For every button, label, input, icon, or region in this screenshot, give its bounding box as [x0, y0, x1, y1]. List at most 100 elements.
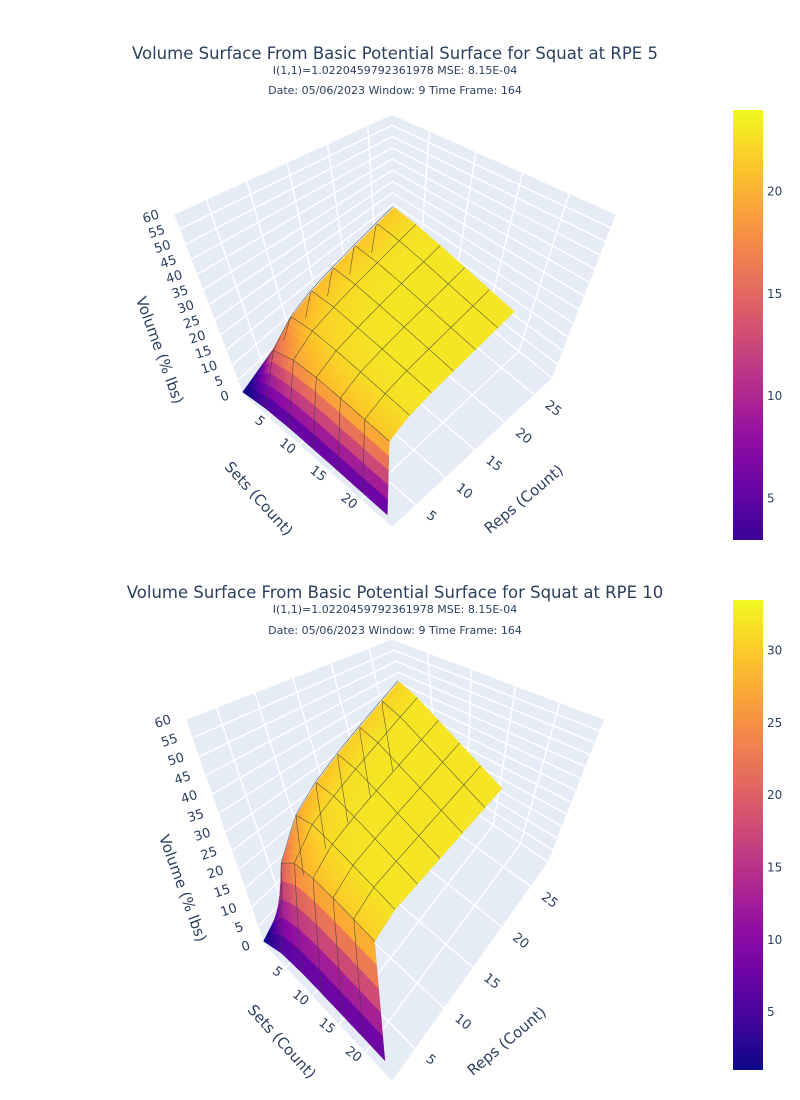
contour-line — [349, 245, 476, 350]
x-gridline — [364, 843, 522, 1054]
contour-line — [262, 350, 390, 442]
colorbar-ticks: 5 10 15 20 25 30 — [767, 644, 782, 1020]
colorbar-tick-label: 5 — [767, 491, 775, 505]
chart-subtitle-metrics: I(1,1)=1.0220459792361978 MSE: 8.15E-04 — [272, 64, 518, 77]
colorbar-tick-label: 15 — [767, 861, 782, 875]
x-tick-label: 5 — [252, 413, 268, 430]
chart-subtitle-metrics: I(1,1)=1.0220459792361978 MSE: 8.15E-04 — [272, 603, 518, 616]
surface-patch — [278, 934, 283, 955]
x-axis-title: Sets (Count) — [244, 1001, 320, 1083]
y-axis-title: Reps (Count) — [464, 1003, 550, 1079]
contour-line — [296, 814, 396, 910]
contour-line — [362, 289, 490, 493]
contour-line — [371, 223, 498, 329]
z-tick-label: 55 — [147, 223, 167, 242]
colorbar-tick-label: 30 — [767, 644, 782, 658]
x-wall-gridline — [492, 685, 517, 826]
colorbar-tick-label: 10 — [767, 389, 782, 403]
contour-line — [283, 316, 410, 416]
colorbar-tick-label: 5 — [767, 1005, 775, 1019]
z-tick-label: 10 — [199, 358, 219, 377]
z-tick-label: 20 — [206, 863, 226, 882]
contour-line — [359, 726, 463, 834]
x-wall-gridline — [518, 192, 571, 352]
x-tick-label: 5 — [269, 964, 285, 981]
y-tick-label: 15 — [480, 971, 502, 993]
scene-3d — [185, 638, 605, 1081]
z-tick-label: 40 — [164, 268, 184, 287]
chart-panel-rpe10: Volume Surface From Basic Potential Surf… — [0, 540, 800, 1100]
z-tick-label: 55 — [159, 731, 179, 750]
x-wall-gridline — [520, 702, 561, 844]
grid-lines — [173, 113, 617, 506]
contour-line — [337, 753, 441, 859]
contour-line — [288, 224, 417, 428]
colorbar-tick-label: 25 — [767, 716, 782, 730]
contour-line — [332, 742, 460, 1016]
wall-right — [392, 114, 616, 378]
contour-line — [381, 700, 486, 808]
chart-panel-rpe5: Volume Surface From Basic Potential Surf… — [0, 0, 800, 540]
z-tick-label: 45 — [173, 769, 193, 788]
contour-line — [337, 267, 466, 471]
y-tick-label: 20 — [512, 425, 534, 447]
surface-mesh — [242, 207, 515, 516]
y-tick-label: 10 — [453, 481, 475, 503]
z-tick-label: 15 — [212, 882, 232, 901]
y-wall-gridline — [245, 180, 295, 347]
y-tick-label: 5 — [423, 1052, 439, 1069]
contour-line — [280, 862, 375, 942]
chart-subtitle-date: Date: 05/06/2023 Window: 9 Time Frame: 1… — [268, 624, 522, 637]
colorbar-tick-label: 20 — [767, 788, 782, 802]
surface-contours — [262, 206, 498, 493]
plot-root: 0510152025303540455055605101520510152025… — [132, 110, 782, 540]
chart-title: Volume Surface From Basic Potential Surf… — [126, 583, 664, 602]
z-tick-label: 25 — [199, 844, 219, 863]
y-tick-label: 25 — [538, 890, 560, 912]
z-tick-label: 0 — [219, 389, 232, 406]
z-tick-label: 50 — [153, 238, 173, 257]
colorbar — [733, 600, 763, 1070]
contour-line — [316, 782, 418, 885]
scene-3d — [173, 113, 617, 527]
z-tick-label: 50 — [166, 750, 186, 769]
colorbar-ticks: 5 10 15 20 — [767, 185, 782, 506]
colorbar-tick-label: 10 — [767, 933, 782, 947]
y-wall-gridline — [205, 198, 267, 374]
colorbar-tick-label: 15 — [767, 287, 782, 301]
z-tick-label: 40 — [179, 788, 199, 807]
y-tick-label: 20 — [509, 930, 531, 952]
colorbar-tick-label: 20 — [767, 185, 782, 199]
z-tick-label: 30 — [192, 826, 212, 845]
z-tick-label: 10 — [219, 901, 239, 920]
contour-line — [305, 290, 432, 393]
surface-contours — [280, 680, 486, 1038]
surface-plot-rpe5[interactable]: 0510152025303540455055605101520510152025… — [0, 0, 800, 540]
z-tick-label: 25 — [182, 313, 202, 332]
z-tick-label: 15 — [193, 343, 213, 362]
surface-patch — [378, 1031, 386, 1062]
contour-line — [312, 720, 439, 994]
y-tick-label: 10 — [452, 1011, 474, 1033]
z-tick-label: 60 — [141, 208, 161, 227]
z-tick-label: 35 — [186, 807, 206, 826]
z-tick-label: 35 — [170, 283, 190, 302]
x-axis-title: Sets (Count) — [221, 458, 297, 540]
z-tick-label: 20 — [188, 328, 208, 347]
chart-subtitle-date: Date: 05/06/2023 Window: 9 Time Frame: 1… — [268, 84, 522, 97]
y-tick-label: 25 — [542, 398, 564, 420]
z-tick-label: 5 — [233, 920, 246, 937]
chart-title: Volume Surface From Basic Potential Surf… — [132, 44, 658, 63]
contour-line — [313, 245, 441, 449]
y-wall-gridline — [215, 706, 289, 920]
contour-line — [327, 267, 454, 372]
y-tick-label: 5 — [423, 508, 439, 525]
z-tick-label: 45 — [158, 253, 178, 272]
z-tick-label: 60 — [153, 713, 173, 732]
z-tick-label: 5 — [213, 373, 226, 390]
contour-line — [280, 680, 399, 953]
contour-line — [353, 765, 481, 1038]
y-tick-label: 15 — [483, 453, 505, 475]
